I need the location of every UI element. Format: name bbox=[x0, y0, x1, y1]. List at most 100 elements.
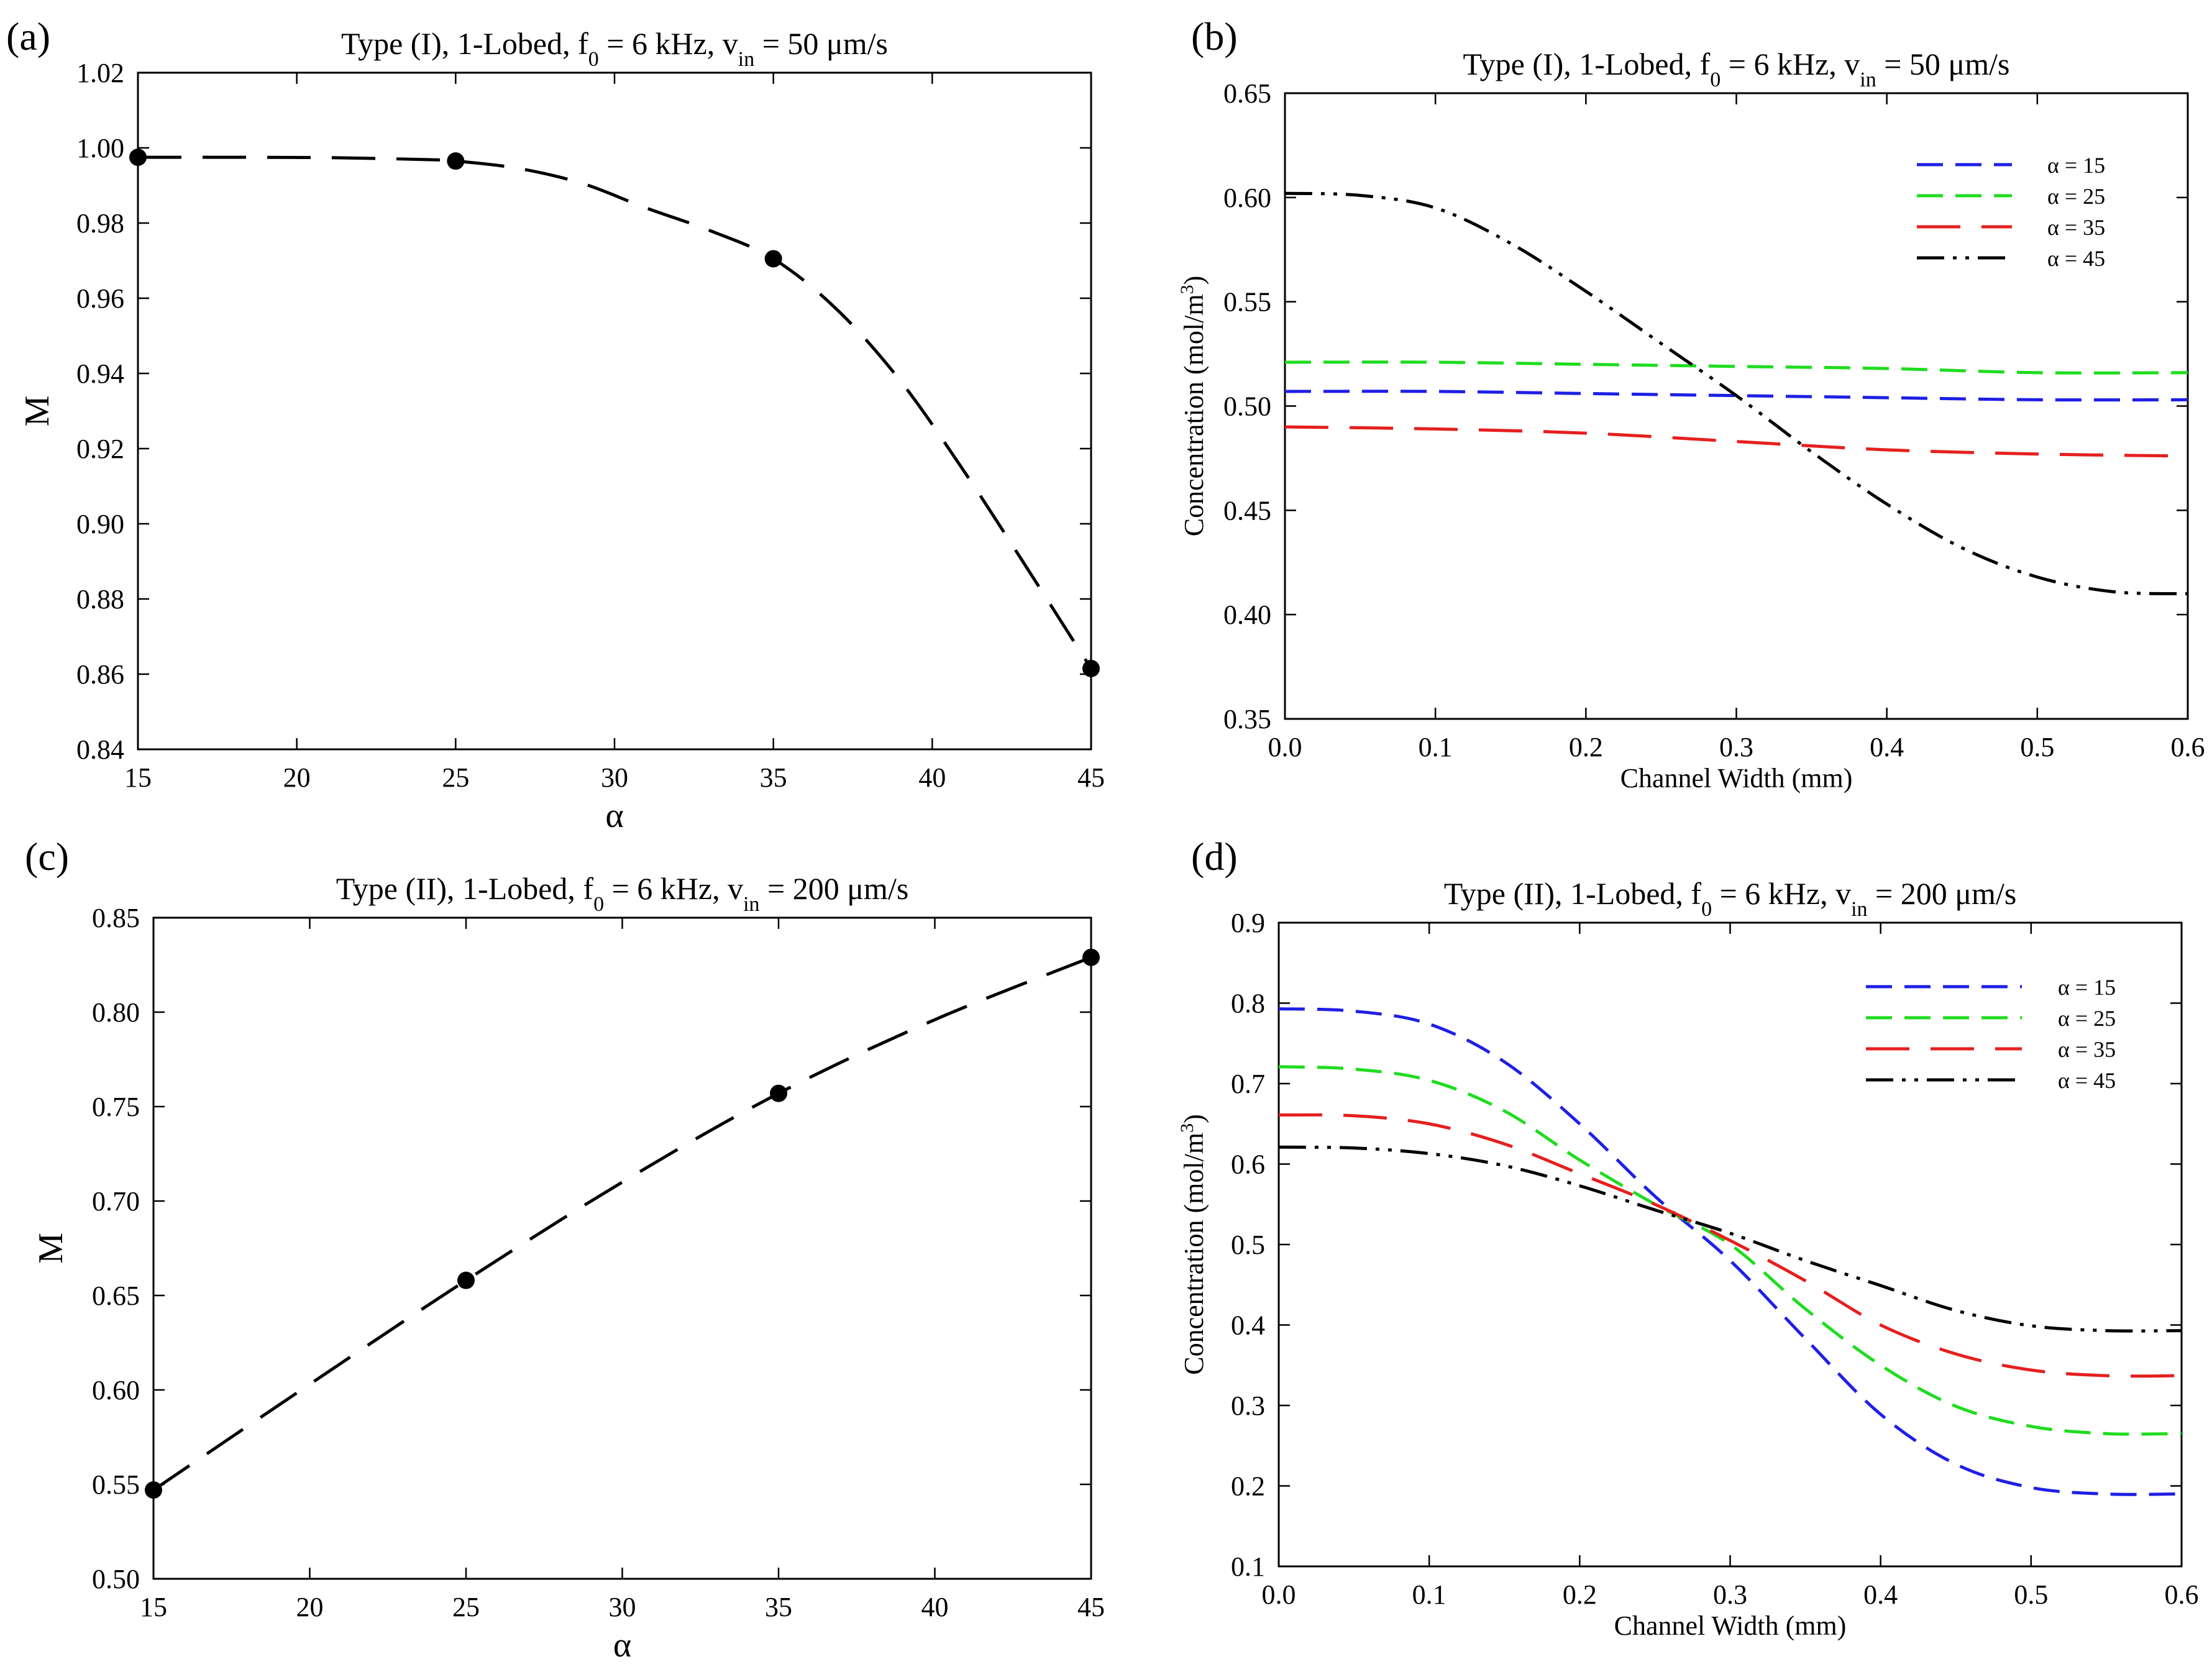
data-point bbox=[1082, 948, 1100, 966]
title-subscript: 0 bbox=[588, 48, 599, 71]
title-part: = 50 μm/s bbox=[1876, 47, 2010, 81]
x-tick-label: 0.4 bbox=[1863, 1579, 1898, 1610]
x-tick-label: 0.0 bbox=[1268, 732, 1302, 762]
title-subscript: in bbox=[738, 48, 754, 71]
y-tick-label: 0.75 bbox=[92, 1092, 140, 1122]
x-tick-label: 40 bbox=[918, 762, 946, 793]
legend-label: α = 45 bbox=[2047, 246, 2105, 271]
title-part: = 6 kHz, v bbox=[604, 871, 743, 906]
y-tick-label: 0.35 bbox=[1223, 704, 1271, 734]
y-tick-label: 0.94 bbox=[76, 359, 124, 389]
y-tick-label: 0.88 bbox=[76, 584, 124, 614]
x-tick-label: 45 bbox=[1077, 762, 1105, 793]
title-part: Type (I), 1-Lobed, f bbox=[341, 26, 588, 61]
x-tick-label: 20 bbox=[283, 762, 311, 793]
x-tick-label: 0.4 bbox=[1870, 732, 1904, 762]
x-tick-label: 0.5 bbox=[2014, 1579, 2048, 1610]
x-tick-label: 25 bbox=[442, 762, 469, 793]
chart-title: Type (I), 1-Lobed, f0 = 6 kHz, vin = 50 … bbox=[341, 26, 888, 71]
y-tick-label: 0.85 bbox=[92, 903, 140, 933]
panel-a: (a) Type (I), 1-Lobed, f0 = 6 kHz, vin = … bbox=[6, 14, 1105, 835]
series-line-alpha-alpha-alpha-alpha-25 bbox=[1279, 1065, 2182, 1436]
y-tick-label: 0.60 bbox=[1223, 183, 1271, 213]
x-tick-label: 0.5 bbox=[2020, 732, 2054, 762]
plot-frame bbox=[137, 71, 1092, 751]
x-tick-label: 0.1 bbox=[1419, 732, 1453, 762]
panel-label: (c) bbox=[25, 834, 69, 879]
chart-title: Type (I), 1-Lobed, f0 = 6 kHz, vin = 50 … bbox=[1463, 47, 2010, 91]
title-part: Type (II), 1-Lobed, f bbox=[1444, 876, 1702, 911]
legend: α = 15 α = 25 α = 35 α = 45 bbox=[1917, 153, 2105, 271]
series-line-alpha-alpha-alpha-alpha-25 bbox=[1285, 360, 2188, 375]
y-label-part: ) bbox=[1179, 276, 1209, 285]
series-line-alpha-alpha-alpha-alpha-45 bbox=[1285, 191, 2188, 596]
title-subscript: 0 bbox=[1710, 68, 1721, 91]
legend-label: α = 45 bbox=[2058, 1068, 2116, 1093]
y-tick-label: 1.00 bbox=[76, 133, 124, 163]
title-part: Type (I), 1-Lobed, f bbox=[1463, 47, 1711, 81]
panel-c: (c) Type (II), 1-Lobed, f0 = 6 kHz, vin =… bbox=[25, 834, 1105, 1665]
title-part: = 200 μm/s bbox=[760, 871, 909, 906]
legend-label: α = 35 bbox=[2058, 1037, 2116, 1062]
y-tick-label: 0.65 bbox=[92, 1281, 140, 1311]
series-line-alpha-alpha-alpha-alpha-35 bbox=[1285, 425, 2188, 458]
y-tick-label: 0.70 bbox=[92, 1186, 140, 1217]
series-line-alpha-alpha-alpha-alpha-15 bbox=[1279, 1007, 2182, 1496]
y-tick-label: 0.96 bbox=[76, 283, 124, 314]
series-line-alpha-alpha-alpha-alpha-35 bbox=[1279, 1113, 2182, 1378]
title-part: Type (II), 1-Lobed, f bbox=[336, 871, 594, 906]
title-subscript: in bbox=[1851, 898, 1867, 921]
y-tick-label: 0.50 bbox=[92, 1564, 140, 1594]
legend-label: α = 35 bbox=[2047, 215, 2105, 240]
data-point bbox=[764, 250, 782, 268]
y-label-part: Concentration (mol/m bbox=[1179, 1133, 1209, 1375]
panel-label: (b) bbox=[1191, 14, 1238, 58]
data-point bbox=[770, 1084, 787, 1102]
x-tick-label: 25 bbox=[452, 1592, 480, 1622]
y-tick-label: 0.86 bbox=[76, 659, 124, 690]
x-tick-label: 30 bbox=[609, 1592, 636, 1622]
x-axis-label: α bbox=[613, 1626, 631, 1665]
y-tick-label: 0.6 bbox=[1231, 1149, 1265, 1180]
data-point bbox=[447, 152, 465, 170]
y-tick-label: 0.7 bbox=[1231, 1069, 1265, 1099]
legend-label: α = 15 bbox=[2058, 975, 2116, 1000]
x-tick-label: 0.0 bbox=[1262, 1579, 1296, 1610]
legend-label: α = 25 bbox=[2058, 1006, 2116, 1031]
panel-b: (b) Type (I), 1-Lobed, f0 = 6 kHz, vin = … bbox=[1177, 14, 2205, 793]
title-subscript: in bbox=[1860, 68, 1876, 91]
title-subscript: 0 bbox=[593, 893, 604, 916]
x-tick-label: 0.3 bbox=[1719, 732, 1753, 762]
title-part: = 6 kHz, v bbox=[599, 26, 738, 61]
x-tick-label: 20 bbox=[296, 1592, 324, 1622]
x-tick-label: 0.6 bbox=[2171, 732, 2205, 762]
x-tick-label: 40 bbox=[921, 1592, 949, 1622]
y-label-superscript: 3 bbox=[1177, 1123, 1197, 1133]
y-tick-label: 0.9 bbox=[1231, 908, 1265, 938]
title-subscript: in bbox=[743, 893, 759, 916]
series-line-alpha-alpha-alpha-alpha-45 bbox=[1279, 1145, 2182, 1333]
y-label-superscript: 3 bbox=[1177, 285, 1197, 294]
legend: α = 15 α = 25 α = 35 α = 45 bbox=[1866, 975, 2116, 1093]
y-label-part: Concentration (mol/m bbox=[1179, 294, 1209, 536]
y-tick-label: 0.1 bbox=[1231, 1551, 1265, 1582]
series-line-alpha-alpha-alpha-alpha-15 bbox=[1285, 390, 2188, 402]
plot-frame bbox=[152, 916, 1092, 1580]
series-line-m bbox=[153, 956, 1091, 1492]
x-axis-label: α bbox=[605, 797, 623, 835]
chart-title: Type (II), 1-Lobed, f0 = 6 kHz, vin = 20… bbox=[336, 871, 909, 916]
x-tick-label: 45 bbox=[1077, 1592, 1105, 1622]
y-tick-label: 0.45 bbox=[1223, 495, 1271, 526]
data-point bbox=[457, 1271, 475, 1289]
y-tick-label: 0.90 bbox=[76, 509, 124, 539]
y-axis-label: Concentration (mol/m3) bbox=[1177, 1114, 1210, 1374]
y-tick-label: 0.3 bbox=[1231, 1391, 1265, 1421]
panel-label: (a) bbox=[6, 14, 50, 58]
title-part: = 6 kHz, v bbox=[1721, 47, 1860, 81]
panel-d: (d) Type (II), 1-Lobed, f0 = 6 kHz, vin =… bbox=[1177, 834, 2199, 1641]
y-tick-label: 0.4 bbox=[1231, 1310, 1265, 1341]
x-axis-label: Channel Width (mm) bbox=[1614, 1610, 1847, 1641]
y-tick-label: 0.5 bbox=[1231, 1230, 1265, 1260]
title-subscript: 0 bbox=[1701, 898, 1712, 921]
